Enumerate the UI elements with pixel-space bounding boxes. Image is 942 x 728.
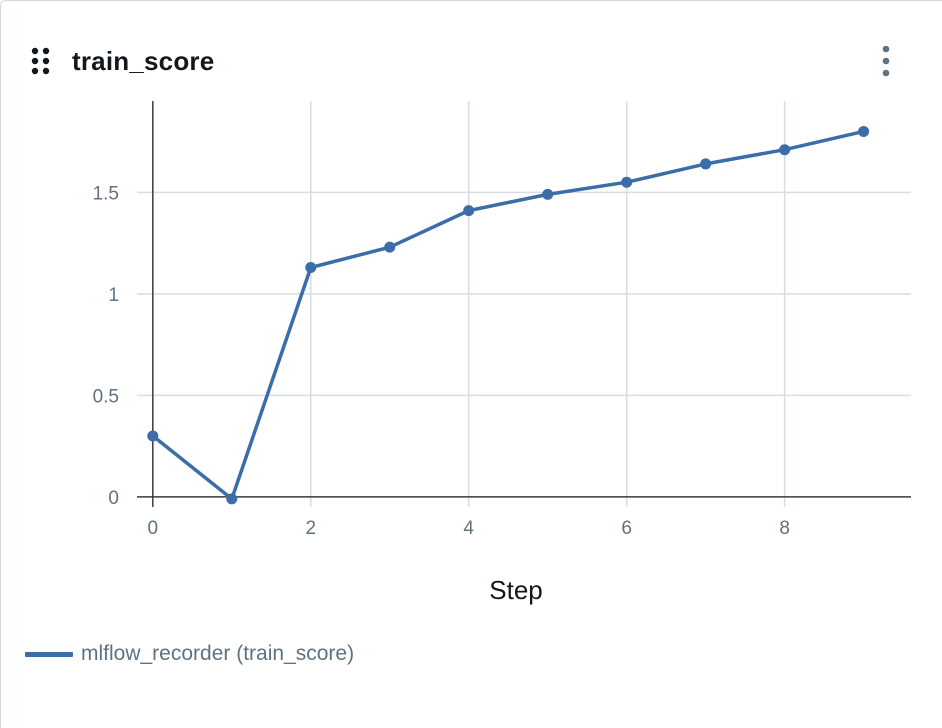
- data-point: [700, 158, 712, 170]
- y-tick-label: 1.5: [93, 183, 119, 204]
- data-point: [305, 261, 317, 273]
- data-point: [621, 176, 633, 188]
- grid-lines: [137, 101, 911, 507]
- legend-swatch: [25, 651, 73, 657]
- tick-labels: 0 2 4 6 8 0 0.5 1 1.5: [93, 183, 790, 539]
- x-axis-title: Step: [489, 575, 543, 605]
- drag-grip-icon[interactable]: [31, 47, 51, 75]
- chart-header: train_score: [1, 1, 942, 111]
- legend-label: mlflow_recorder (train_score): [81, 642, 355, 665]
- data-point: [463, 205, 475, 217]
- kebab-menu-icon[interactable]: [875, 45, 897, 77]
- line-chart: 0 2 4 6 8 0 0.5 1 1.5 Step: [93, 101, 911, 605]
- series-line: [151, 129, 866, 501]
- axes: [137, 101, 911, 507]
- data-point: [147, 430, 159, 442]
- legend-item[interactable]: mlflow_recorder (train_score): [25, 639, 354, 669]
- data-point: [384, 241, 396, 253]
- data-point: [779, 144, 791, 156]
- y-tick-label: 0: [108, 488, 119, 509]
- data-point: [542, 188, 554, 200]
- data-point: [226, 493, 238, 505]
- data-point: [858, 125, 870, 137]
- x-tick-label: 6: [621, 518, 632, 539]
- x-tick-label: 8: [779, 518, 790, 539]
- chart-title: train_score: [72, 46, 215, 76]
- x-tick-label: 0: [148, 518, 159, 539]
- x-tick-label: 4: [463, 518, 474, 539]
- series-layer[interactable]: [147, 125, 870, 505]
- y-tick-label: 0.5: [93, 386, 119, 407]
- x-tick-label: 2: [305, 518, 316, 539]
- y-tick-label: 1: [108, 285, 119, 306]
